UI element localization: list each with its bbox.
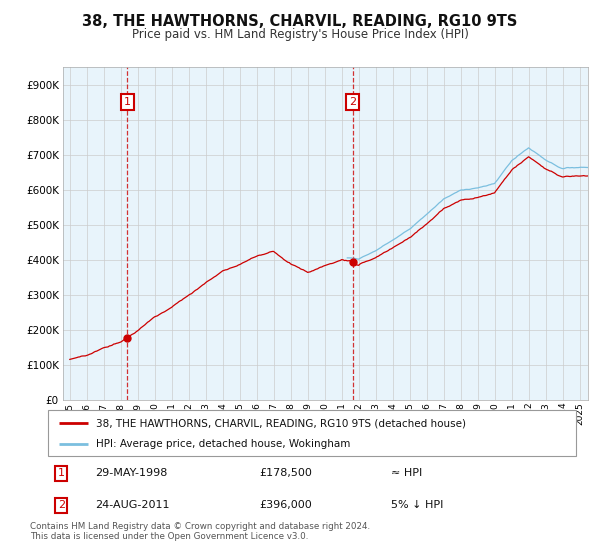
Text: 2: 2 (58, 500, 65, 510)
Text: ≈ HPI: ≈ HPI (391, 468, 422, 478)
Text: 38, THE HAWTHORNS, CHARVIL, READING, RG10 9TS: 38, THE HAWTHORNS, CHARVIL, READING, RG1… (82, 14, 518, 29)
Text: 1: 1 (58, 468, 65, 478)
Text: £178,500: £178,500 (259, 468, 312, 478)
Text: 38, THE HAWTHORNS, CHARVIL, READING, RG10 9TS (detached house): 38, THE HAWTHORNS, CHARVIL, READING, RG1… (95, 418, 466, 428)
Text: 1: 1 (124, 97, 131, 108)
FancyBboxPatch shape (48, 410, 576, 456)
Text: 29-MAY-1998: 29-MAY-1998 (95, 468, 168, 478)
Text: Contains HM Land Registry data © Crown copyright and database right 2024.
This d: Contains HM Land Registry data © Crown c… (30, 522, 370, 542)
Text: 2: 2 (349, 97, 356, 108)
Text: £396,000: £396,000 (259, 500, 312, 510)
Text: 5% ↓ HPI: 5% ↓ HPI (391, 500, 443, 510)
Text: Price paid vs. HM Land Registry's House Price Index (HPI): Price paid vs. HM Land Registry's House … (131, 28, 469, 41)
Text: 24-AUG-2011: 24-AUG-2011 (95, 500, 170, 510)
Text: HPI: Average price, detached house, Wokingham: HPI: Average price, detached house, Woki… (95, 440, 350, 450)
